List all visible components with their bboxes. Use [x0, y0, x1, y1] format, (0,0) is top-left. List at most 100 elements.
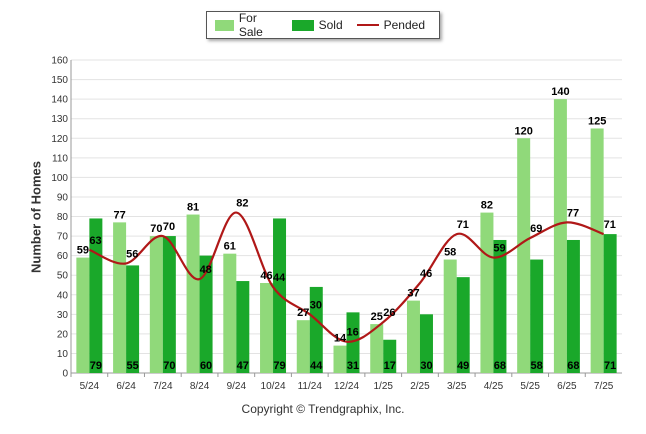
- bar-sold: [236, 281, 250, 373]
- pended-line: [88, 211, 605, 343]
- bar-sold: [89, 218, 103, 373]
- data-label-pended: 26: [383, 307, 395, 319]
- bar-sold: [456, 277, 470, 373]
- bar-for-sale: [406, 300, 420, 373]
- data-label-for-sale: 140: [551, 86, 569, 98]
- y-tick-label: 160: [51, 56, 68, 67]
- data-label-for-sale: 14: [334, 333, 347, 345]
- copyright-text: Copyright © Trendgraphix, Inc.: [241, 402, 405, 416]
- data-label-sold: 44: [310, 360, 323, 372]
- y-tick-label: 130: [51, 114, 68, 125]
- data-label-pended: 16: [347, 327, 359, 339]
- bar-sold: [309, 286, 323, 373]
- legend-label-for-sale: For Sale: [238, 11, 263, 39]
- data-label-pended: 69: [530, 223, 542, 235]
- data-label-pended: 44: [273, 272, 286, 284]
- data-label-pended: 70: [163, 221, 175, 233]
- bar-sold: [603, 234, 617, 373]
- x-tick-label: 12/24: [334, 381, 359, 392]
- bar-sold: [162, 236, 176, 373]
- bar-for-sale: [553, 99, 567, 373]
- data-label-for-sale: 61: [224, 241, 236, 253]
- data-label-pended: 56: [126, 248, 138, 260]
- y-tick-label: 20: [57, 329, 69, 340]
- data-label-sold: 79: [273, 360, 285, 372]
- bar-for-sale: [480, 212, 494, 373]
- bar-sold: [566, 239, 580, 373]
- data-label-sold: 70: [163, 360, 175, 372]
- bar-for-sale: [149, 236, 163, 373]
- data-label-pended: 30: [310, 299, 322, 311]
- data-label-sold: 30: [420, 360, 432, 372]
- legend-label-sold: Sold: [318, 18, 343, 32]
- y-tick-label: 40: [57, 290, 69, 301]
- bar-sold: [530, 259, 544, 373]
- data-label-for-sale: 59: [77, 245, 89, 257]
- bar-sold: [199, 255, 213, 373]
- y-tick-label: 10: [57, 349, 69, 360]
- bar-for-sale: [296, 320, 310, 373]
- x-tick-label: 5/25: [520, 381, 540, 392]
- x-tick-label: 9/24: [227, 381, 247, 392]
- y-tick-label: 30: [57, 310, 69, 321]
- legend-item-sold: Sold: [291, 18, 343, 32]
- y-tick-label: 70: [57, 232, 69, 243]
- data-label-for-sale: 120: [514, 125, 532, 137]
- x-tick-label: 4/25: [484, 381, 504, 392]
- bar-sold: [126, 265, 140, 373]
- data-label-for-sale: 70: [150, 223, 162, 235]
- x-tick-label: 1/25: [373, 381, 393, 392]
- legend-swatch-sold: [291, 19, 314, 31]
- bar-sold: [419, 314, 433, 373]
- data-label-pended: 63: [89, 235, 101, 247]
- y-tick-label: 140: [51, 95, 68, 106]
- bar-for-sale: [443, 259, 457, 373]
- legend-swatch-pended: [356, 24, 379, 26]
- data-label-sold: 68: [567, 360, 579, 372]
- bar-for-sale: [370, 324, 384, 373]
- y-tick-label: 110: [52, 153, 68, 164]
- legend-label-pended: Pended: [383, 18, 425, 32]
- data-label-pended: 48: [200, 264, 212, 276]
- data-label-for-sale: 27: [297, 307, 309, 319]
- data-label-sold: 17: [384, 360, 396, 372]
- data-label-pended: 59: [493, 243, 505, 255]
- legend-item-pended: Pended: [356, 18, 425, 32]
- data-label-sold: 79: [90, 360, 102, 372]
- y-tick-label: 50: [57, 271, 69, 282]
- bar-for-sale: [260, 283, 274, 373]
- data-label-sold: 71: [604, 360, 616, 372]
- bar-for-sale: [223, 253, 237, 373]
- x-tick-label: 8/24: [190, 381, 210, 392]
- data-label-sold: 49: [457, 360, 469, 372]
- bar-sold: [346, 312, 360, 373]
- bar-for-sale: [76, 257, 90, 373]
- data-label-for-sale: 58: [444, 247, 456, 259]
- data-label-for-sale: 25: [371, 311, 383, 323]
- bar-sold: [383, 339, 397, 373]
- x-tick-label: 5/24: [80, 381, 100, 392]
- x-tick-label: 11/24: [298, 381, 323, 392]
- data-label-sold: 47: [237, 360, 249, 372]
- x-tick-label: 10/24: [261, 381, 286, 392]
- y-tick-label: 90: [57, 192, 69, 203]
- y-tick-label: 60: [57, 251, 69, 262]
- data-label-for-sale: 46: [260, 270, 272, 282]
- data-label-pended: 46: [420, 268, 432, 280]
- legend: For Sale Sold Pended: [206, 11, 440, 39]
- bar-for-sale: [590, 128, 604, 373]
- bar-for-sale: [333, 345, 347, 373]
- data-label-sold: 60: [200, 360, 212, 372]
- data-label-sold: 68: [494, 360, 506, 372]
- bar-for-sale: [186, 214, 200, 373]
- data-label-pended: 77: [567, 207, 579, 219]
- legend-swatch-for-sale: [215, 19, 234, 31]
- data-label-pended: 71: [457, 219, 469, 231]
- data-label-for-sale: 37: [407, 288, 419, 300]
- data-label-pended: 82: [236, 198, 248, 210]
- x-tick-label: 2/25: [410, 381, 430, 392]
- data-label-sold: 31: [347, 360, 359, 372]
- y-tick-label: 150: [51, 75, 68, 86]
- data-label-for-sale: 77: [113, 209, 125, 221]
